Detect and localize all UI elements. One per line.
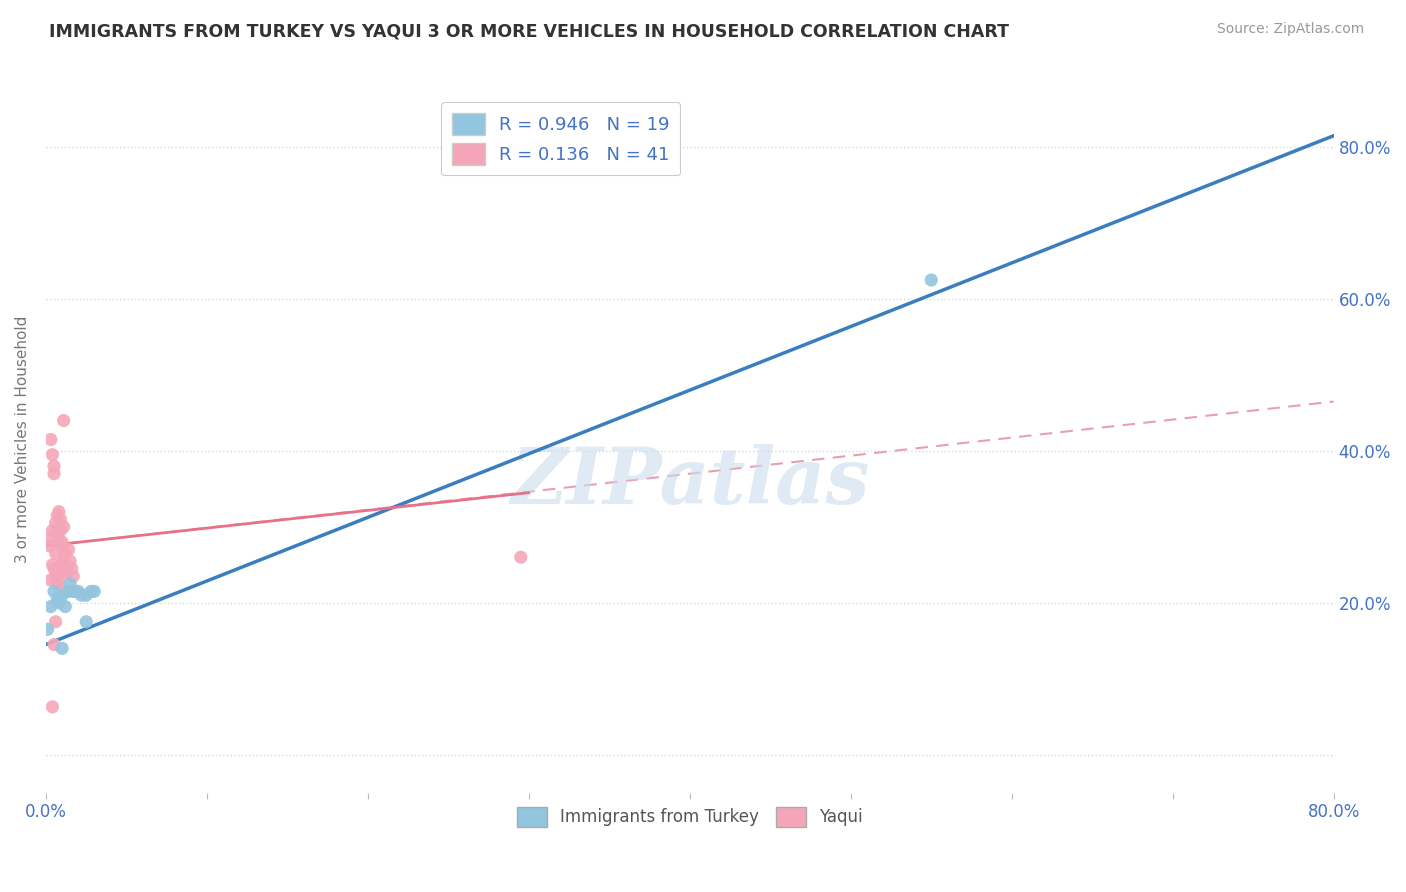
- Point: [45, 615, 67, 629]
- Point: [49, 524, 72, 538]
- Point: [38, 539, 60, 553]
- Point: [56, 561, 79, 575]
- Point: [48, 596, 70, 610]
- Point: [52, 554, 75, 568]
- Point: [75, 588, 97, 602]
- Point: [53, 546, 76, 560]
- Point: [42, 561, 65, 575]
- Point: [39, 599, 62, 614]
- Point: [51, 588, 73, 602]
- Point: [509, 550, 531, 565]
- Point: [63, 584, 86, 599]
- Legend: Immigrants from Turkey, Yaqui: Immigrants from Turkey, Yaqui: [510, 800, 869, 834]
- Point: [60, 561, 83, 575]
- Point: [70, 588, 93, 602]
- Point: [53, 599, 76, 614]
- Point: [59, 554, 82, 568]
- Point: [39, 573, 62, 587]
- Point: [48, 535, 70, 549]
- Point: [67, 584, 90, 599]
- Point: [42, 584, 65, 599]
- Point: [53, 584, 76, 599]
- Point: [51, 558, 73, 572]
- Point: [62, 569, 84, 583]
- Point: [62, 584, 84, 599]
- Point: [41, 558, 63, 572]
- Point: [46, 527, 69, 541]
- Point: [80, 584, 103, 599]
- Point: [51, 539, 73, 553]
- Point: [45, 546, 67, 560]
- Point: [42, 459, 65, 474]
- Point: [46, 576, 69, 591]
- Y-axis label: 3 or more Vehicles in Household: 3 or more Vehicles in Household: [15, 316, 30, 563]
- Point: [56, 566, 79, 580]
- Point: [37, 623, 59, 637]
- Point: [45, 569, 67, 583]
- Text: Source: ZipAtlas.com: Source: ZipAtlas.com: [1216, 22, 1364, 37]
- Point: [48, 505, 70, 519]
- Point: [49, 566, 72, 580]
- Point: [51, 641, 73, 656]
- Point: [42, 638, 65, 652]
- Point: [39, 531, 62, 545]
- Point: [46, 592, 69, 607]
- Point: [42, 467, 65, 481]
- Point: [52, 413, 75, 427]
- Point: [49, 512, 72, 526]
- Point: [58, 584, 80, 599]
- Point: [46, 508, 69, 523]
- Text: ZIPatlas: ZIPatlas: [510, 443, 869, 520]
- Point: [51, 535, 73, 549]
- Point: [48, 573, 70, 587]
- Text: IMMIGRANTS FROM TURKEY VS YAQUI 3 OR MORE VEHICLES IN HOUSEHOLD CORRELATION CHAR: IMMIGRANTS FROM TURKEY VS YAQUI 3 OR MOR…: [49, 22, 1010, 40]
- Point: [41, 699, 63, 714]
- Point: [39, 433, 62, 447]
- Point: [63, 584, 86, 599]
- Point: [59, 576, 82, 591]
- Point: [41, 524, 63, 538]
- Point: [45, 516, 67, 530]
- Point: [58, 542, 80, 557]
- Point: [83, 584, 105, 599]
- Point: [920, 273, 942, 287]
- Point: [41, 448, 63, 462]
- Point: [75, 615, 97, 629]
- Point: [52, 520, 75, 534]
